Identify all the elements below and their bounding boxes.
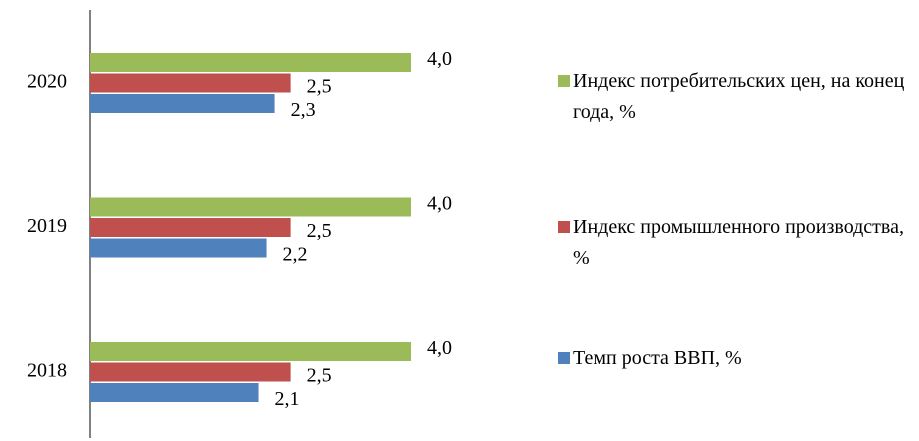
y-tick-label: 2018 xyxy=(27,360,67,382)
value-label: 4,0 xyxy=(427,337,452,359)
legend-item: Индекс промышленного производства, % xyxy=(558,212,908,274)
legend-label: Индекс потребительских цен, на конец год… xyxy=(573,70,905,123)
legend-swatch xyxy=(558,75,570,87)
bar xyxy=(90,218,291,237)
bar xyxy=(90,342,411,361)
bar xyxy=(90,73,291,93)
y-tick-label: 2019 xyxy=(27,215,67,237)
legend-label: Темп роста ВВП, % xyxy=(573,347,742,369)
value-label: 2,5 xyxy=(307,220,332,242)
legend-swatch xyxy=(558,221,570,233)
bar xyxy=(90,362,291,382)
value-label: 2,2 xyxy=(283,244,308,266)
bar xyxy=(90,53,411,72)
bar xyxy=(90,383,259,402)
value-label: 4,0 xyxy=(427,193,452,215)
value-label: 4,0 xyxy=(427,48,452,70)
value-label: 2,3 xyxy=(291,99,316,121)
bar xyxy=(90,94,275,113)
legend-item: Индекс потребительских цен, на конец год… xyxy=(558,66,908,128)
legend-label: Индекс промышленного производства, % xyxy=(573,216,904,269)
value-label: 2,1 xyxy=(275,388,300,410)
legend-swatch xyxy=(558,352,570,364)
value-label: 2,5 xyxy=(307,76,332,98)
legend-item: Темп роста ВВП, % xyxy=(558,343,908,374)
bar xyxy=(90,197,411,217)
y-tick-label: 2020 xyxy=(27,71,67,93)
value-label: 2,5 xyxy=(307,365,332,387)
bar xyxy=(90,238,267,258)
